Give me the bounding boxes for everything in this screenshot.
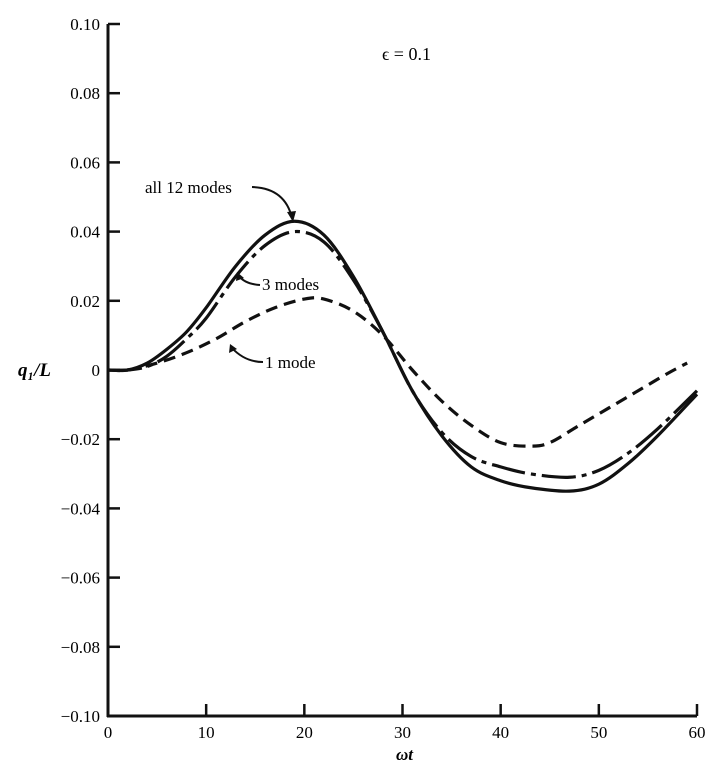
y-tick-label: 0.08: [70, 84, 100, 103]
axes: 0.10 0.08 0.06 0.04 0.02 0 −0.02 −0.04 −0.06 −0.0…: [61, 15, 706, 742]
x-tick-label: 20: [296, 723, 313, 742]
series-label-3-modes: 3 modes: [262, 275, 319, 294]
arrowhead-all-12-modes: [287, 211, 296, 222]
arrow-all-12-modes: [251, 186, 293, 219]
y-tick-label: 0.04: [70, 223, 100, 242]
y-tick-label: 0: [92, 361, 101, 380]
y-tick-label: −0.10: [61, 707, 100, 726]
series-label-all-12-modes: all 12 modes: [145, 178, 232, 197]
arrowhead-1-mode: [229, 344, 237, 353]
y-tick-label: 0.10: [70, 15, 100, 34]
labels: q₁/L ωt ϵ = 0.1 all 12 modes 3 modes 1 m…: [18, 44, 431, 764]
curves: [107, 219, 699, 493]
x-tick-label: 50: [590, 723, 607, 742]
x-axis-label: ωt: [396, 745, 414, 764]
x-tick-label: 60: [689, 723, 706, 742]
x-tick-label: 0: [104, 723, 113, 742]
y-tick-label: −0.08: [61, 638, 100, 657]
y-tick-label: 0.06: [70, 153, 100, 172]
y-axis-label: q₁/L: [18, 360, 51, 381]
x-tick-label: 10: [198, 723, 215, 742]
x-tick-label: 40: [492, 723, 509, 742]
epsilon-annotation: ϵ = 0.1: [382, 44, 431, 64]
y-tick-label: −0.02: [61, 430, 100, 449]
arrow-1-mode: [231, 347, 264, 363]
x-tick-label: 30: [394, 723, 411, 742]
y-tick-label: 0.02: [70, 292, 100, 311]
series-label-1-mode: 1 mode: [265, 353, 316, 372]
arrowhead-3-modes: [236, 272, 244, 281]
series-line-3-modes: [107, 229, 699, 479]
series-line-1-mode: [107, 296, 688, 448]
series-line-all-12-modes: [107, 219, 699, 493]
y-tick-label: −0.04: [61, 499, 101, 518]
y-tick-label: −0.06: [61, 569, 100, 588]
